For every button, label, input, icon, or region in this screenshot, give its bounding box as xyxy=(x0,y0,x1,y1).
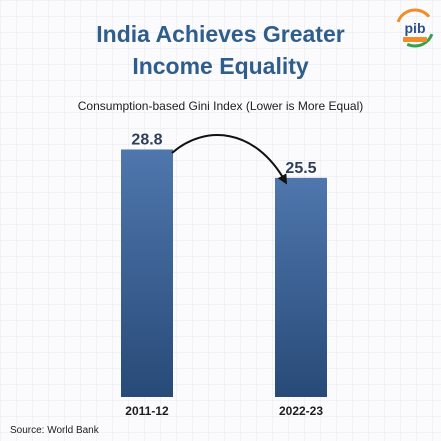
page-title-line1: India Achieves Greater xyxy=(96,21,345,47)
category-label-2011-12: 2011-12 xyxy=(125,404,169,418)
pib-logo-icon: pib xyxy=(395,8,435,48)
logo-text: pib xyxy=(405,20,426,36)
chart-title: Consumption-based Gini Index (Lower is M… xyxy=(77,99,364,113)
data-label-2022-23: 25.5 xyxy=(285,160,316,177)
pib-logo: pib xyxy=(395,8,435,48)
decrease-arrow xyxy=(171,134,287,185)
category-label-2022-23: 2022-23 xyxy=(279,404,323,418)
source-note: Source: World Bank xyxy=(10,425,99,436)
data-label-2011-12: 28.8 xyxy=(131,131,162,148)
bar-2011-12 xyxy=(121,149,173,397)
page-title-line2: Income Equality xyxy=(132,53,309,79)
bar-2022-23 xyxy=(275,177,327,397)
